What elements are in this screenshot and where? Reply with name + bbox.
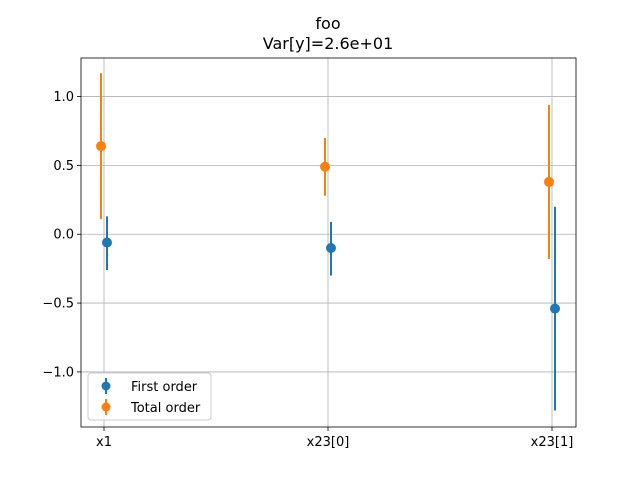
first-order-point [326, 243, 336, 254]
chart-subtitle: Var[y]=2.6e+01 [263, 34, 394, 53]
grid [81, 58, 576, 427]
chart-title: foo [315, 14, 340, 33]
y-tick-label: −1.0 [42, 365, 74, 380]
first-order-point [102, 237, 112, 248]
y-tick-label: 1.0 [53, 90, 74, 105]
x-tick-label: x1 [96, 435, 112, 450]
total-order-point [320, 161, 330, 172]
total-order-point [96, 141, 106, 152]
plot-marks [96, 73, 560, 411]
x-tick-label: x23[0] [307, 435, 350, 450]
legend-swatch-total-order [101, 402, 111, 412]
axes: 1.0 0.5 0.0 −0.5 −1.0 x1 x23[0] x23[1] [42, 90, 573, 450]
legend: First order Total order [87, 372, 212, 421]
total-order-point [544, 176, 554, 187]
legend-swatch-first-order [101, 381, 111, 391]
y-tick-label: 0.5 [53, 159, 74, 174]
y-tick-label: 0.0 [53, 228, 74, 243]
legend-label-total-order: Total order [130, 401, 201, 416]
legend-box [87, 372, 212, 421]
y-tick-label: −0.5 [42, 297, 74, 312]
first-order-point [550, 303, 560, 314]
x-tick-label: x23[1] [531, 435, 574, 450]
plot-area-frame [80, 57, 577, 428]
legend-label-first-order: First order [131, 380, 198, 395]
